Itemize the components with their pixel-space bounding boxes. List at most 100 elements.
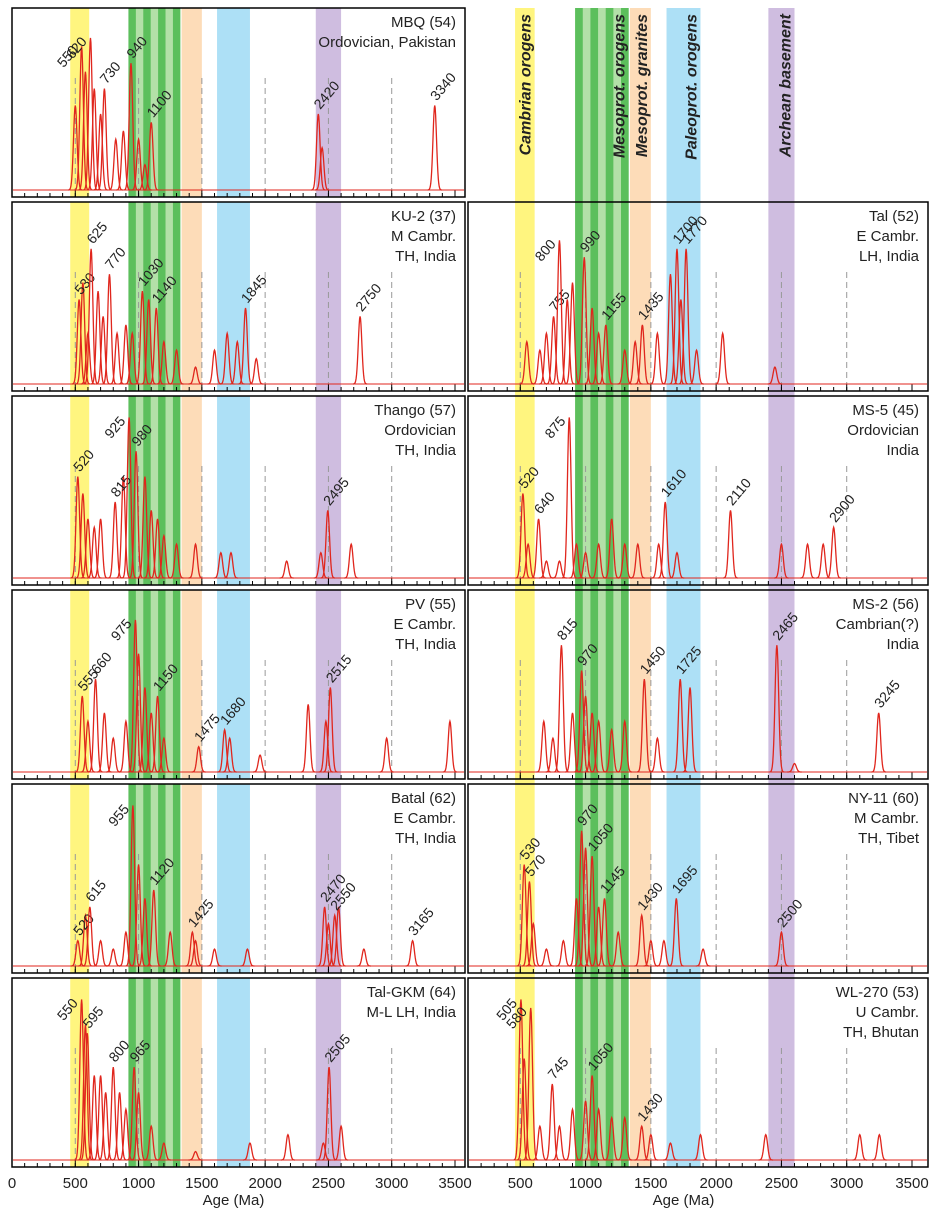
- density-peak: [137, 476, 153, 579]
- density-peak: [800, 542, 815, 579]
- density-peak: [131, 136, 146, 191]
- peak-label: 2110: [723, 475, 755, 509]
- density-peak: [131, 653, 146, 773]
- density-peak: [545, 736, 561, 773]
- x-tick-label: 3000: [830, 1175, 863, 1192]
- density-peak: [317, 906, 332, 967]
- density-peak: [141, 299, 156, 385]
- density-peak: [634, 1124, 650, 1161]
- density-peak: [352, 316, 368, 385]
- density-peak: [80, 1033, 95, 1161]
- density-peak: [617, 1115, 633, 1161]
- density-peak: [578, 695, 593, 773]
- density-peak: [156, 736, 171, 773]
- density-peak: [591, 906, 606, 967]
- band-stripe: [143, 590, 151, 779]
- density-peak: [118, 930, 134, 967]
- density-peak: [188, 939, 203, 967]
- density-peak: [125, 805, 141, 967]
- density-peak: [238, 307, 253, 385]
- density-peak: [604, 518, 620, 579]
- density-peak: [188, 542, 203, 579]
- density-peak: [217, 727, 232, 773]
- peak-label: 755: [546, 286, 573, 314]
- density-peak: [126, 1066, 142, 1161]
- density-peak: [149, 307, 164, 385]
- band: [70, 784, 90, 973]
- density-peak: [185, 930, 200, 967]
- band: [768, 8, 795, 1167]
- peak-label: 745: [544, 1054, 571, 1082]
- density-peak: [872, 1133, 887, 1161]
- density-peak: [584, 1075, 600, 1161]
- peak-label: 925: [101, 413, 128, 441]
- panel-title: WL-270 (53): [836, 984, 919, 1001]
- panel-title: Ordovician: [384, 422, 456, 439]
- band-stripe: [172, 784, 181, 973]
- x-tick-label: 2500: [765, 1175, 798, 1192]
- density-peak: [591, 542, 606, 579]
- panel-bg-frame: [11, 7, 466, 198]
- band: [181, 8, 202, 197]
- density-peak: [610, 930, 626, 967]
- density-peak: [313, 551, 328, 579]
- density-peak: [598, 324, 614, 385]
- density-peak: [191, 745, 206, 773]
- peak-label: 2900: [826, 491, 858, 525]
- x-tick-label: 3500: [438, 1175, 471, 1192]
- panel-bg-frame: [11, 395, 466, 586]
- density-peak: [230, 339, 245, 385]
- density-peak: [333, 1124, 349, 1161]
- band: [575, 8, 629, 1167]
- density-peak: [552, 1124, 567, 1161]
- panel-title: M-L LH, India: [367, 1004, 457, 1021]
- density-peak: [539, 948, 554, 967]
- density-peak: [144, 712, 159, 773]
- density-peak: [356, 948, 371, 967]
- density-peak: [75, 282, 91, 385]
- panel-title: E Cambr.: [393, 810, 456, 827]
- panel-title: U Cambr.: [856, 1004, 919, 1021]
- density-peak: [546, 316, 561, 385]
- density-peak: [156, 339, 172, 385]
- band-stripe: [143, 202, 151, 391]
- panel-title: MBQ (54): [391, 14, 456, 31]
- density-peak: [116, 476, 131, 579]
- band-stripe: [143, 784, 151, 973]
- density-peak: [636, 678, 652, 773]
- density-peak: [427, 105, 442, 191]
- density-peak: [554, 645, 569, 773]
- density-peak: [169, 348, 184, 385]
- x-axis-label: Age (Ma): [203, 1192, 265, 1209]
- density-peak: [242, 1142, 258, 1161]
- density-peak: [223, 551, 239, 579]
- panel-title: TH, Bhutan: [843, 1024, 919, 1041]
- panel-title: LH, India: [859, 248, 920, 265]
- density-peak: [604, 727, 620, 773]
- panel-bg-frame: [11, 783, 466, 974]
- band: [217, 978, 250, 1167]
- density-peak: [220, 330, 235, 385]
- density-peak: [591, 1107, 606, 1161]
- panel-title: Batal (62): [391, 790, 456, 807]
- density-peak: [323, 687, 338, 773]
- density-peak: [532, 348, 548, 385]
- density-peak: [82, 906, 97, 967]
- band-label: Mesoprot. granites: [634, 14, 651, 157]
- density-peak: [249, 357, 264, 385]
- band-stripe: [590, 8, 599, 1167]
- panel-title: Ordovician: [847, 422, 919, 439]
- density-peak: [604, 1115, 620, 1161]
- density-peak: [525, 921, 541, 967]
- density-peak: [561, 417, 577, 579]
- peak-label: 800: [531, 236, 558, 264]
- density-peak: [106, 1066, 121, 1161]
- peak-label: 3245: [871, 676, 903, 710]
- peak-label: 2750: [352, 280, 384, 314]
- band-stripe: [158, 978, 166, 1167]
- density-peak: [70, 939, 85, 967]
- band-stripe: [128, 784, 136, 973]
- density-peak: [108, 136, 123, 191]
- density-peak: [144, 122, 159, 191]
